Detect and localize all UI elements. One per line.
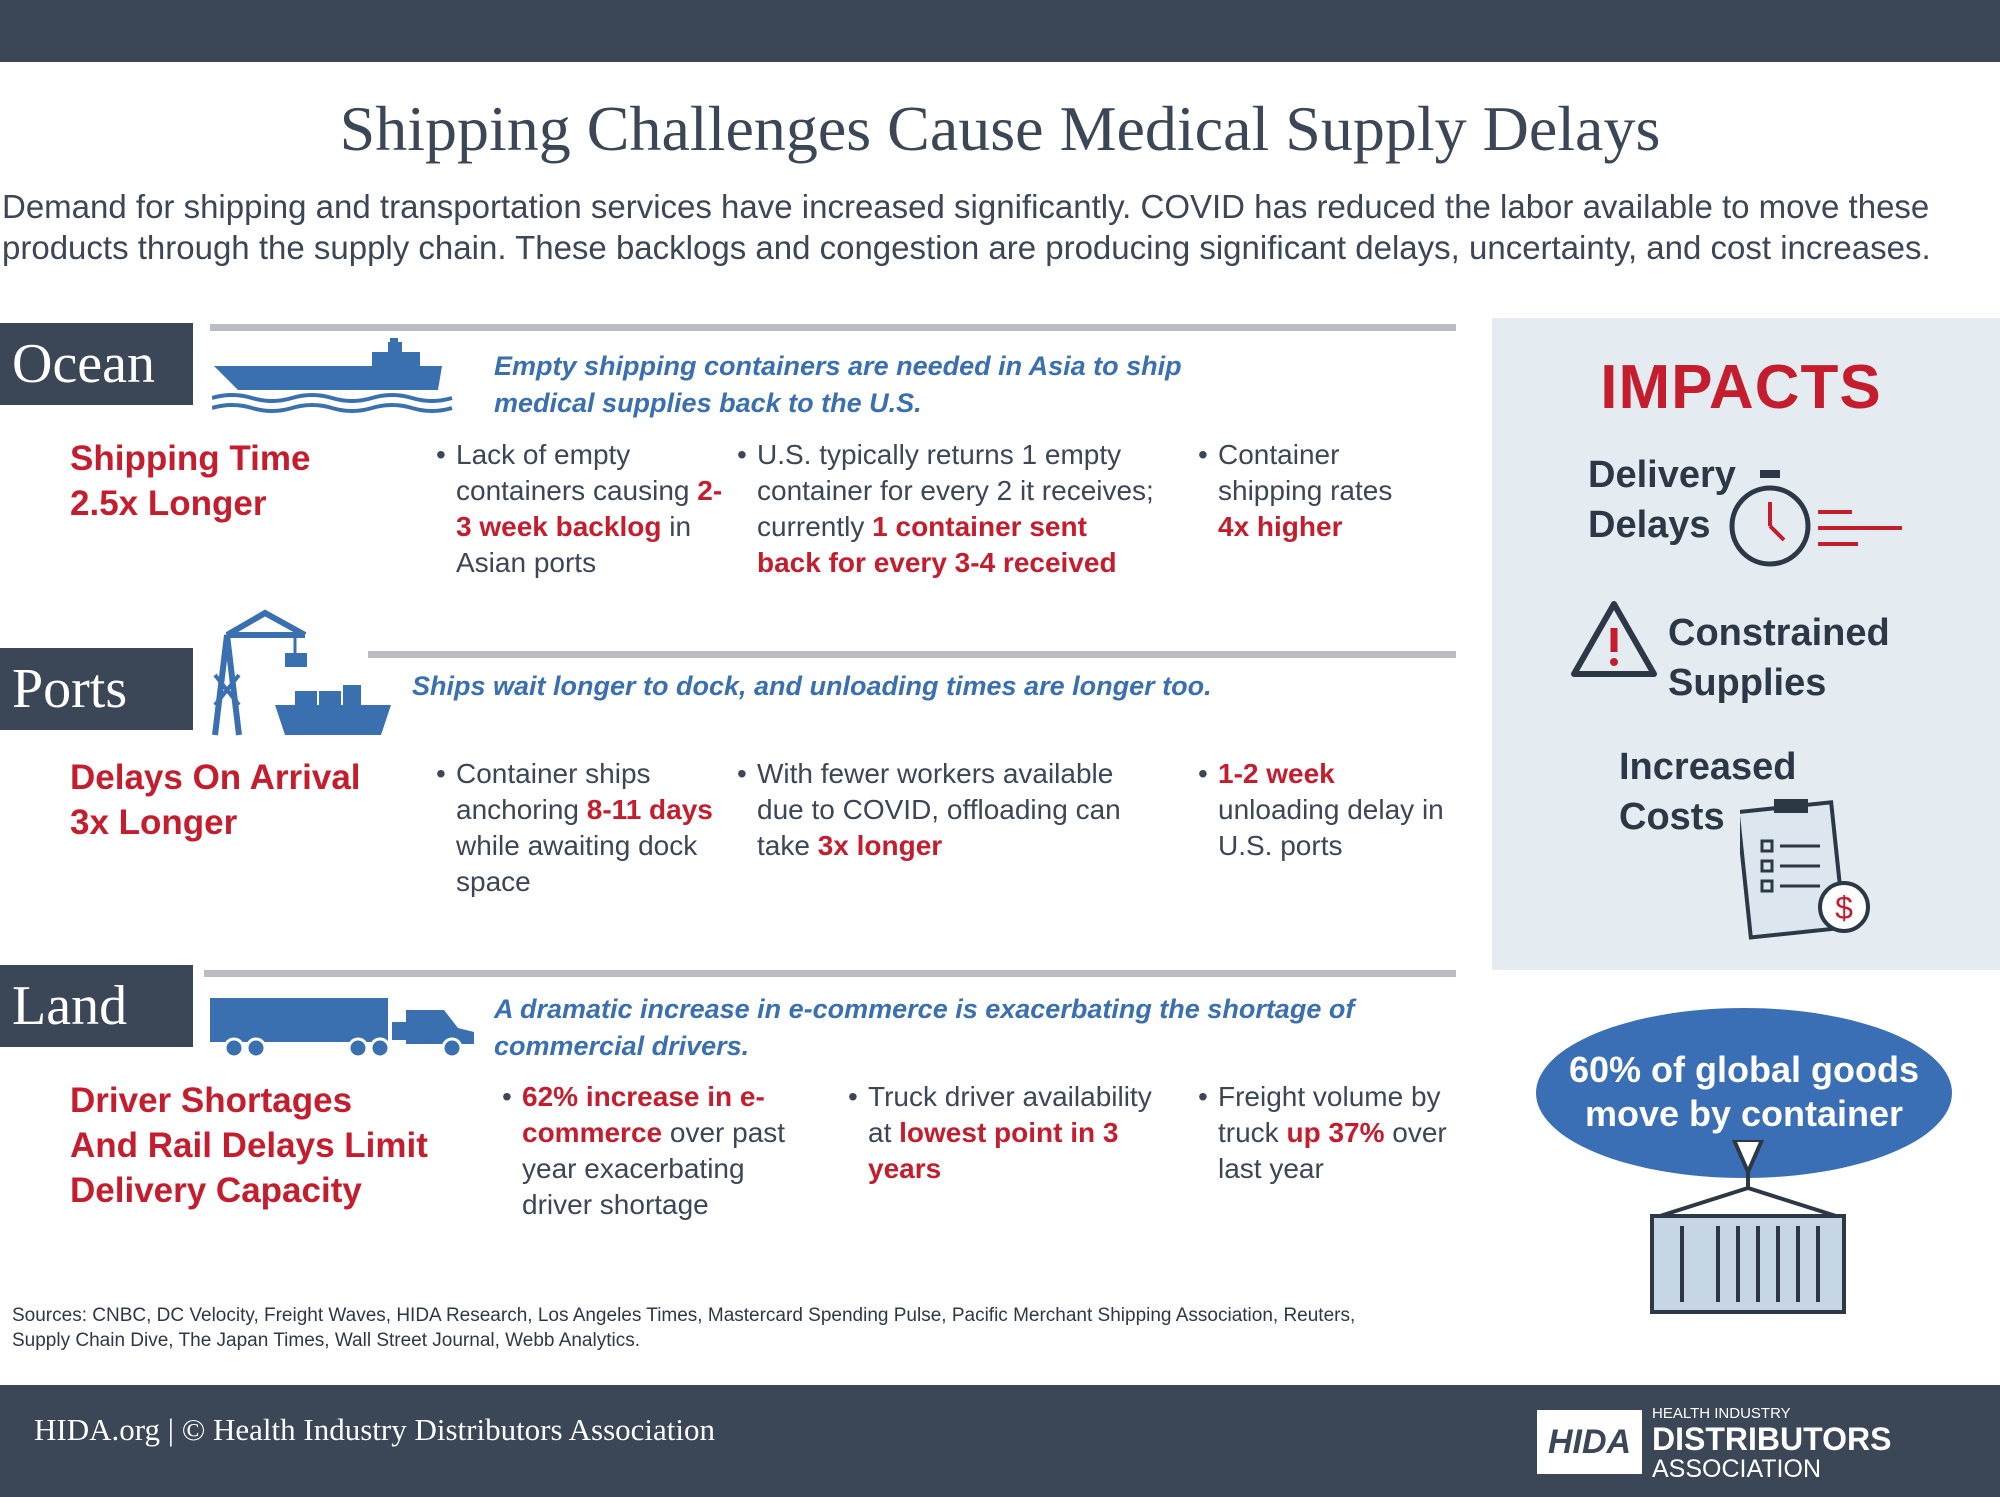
increased-costs-label: Increased Costs [1619,746,1797,838]
ports-headline-line1: Delays On Arrival [70,758,361,797]
svg-text:$: $ [1835,890,1853,926]
hida-logo-mark: HIDA [1537,1410,1642,1474]
land-headline-line3: Delivery Capacity [70,1171,362,1210]
ports-headline-line2: 3x Longer [70,803,238,842]
delivery-delays-label: Delivery Delays [1588,454,1736,546]
ocean-bullet-2: • U.S. typically returns 1 empty containe… [737,439,1154,578]
ocean-headline: Shipping Time 2.5x Longer [70,436,430,526]
impacts-title: IMPACTS [1600,353,1882,422]
clipboard-costs-icon: $ [1740,799,1870,940]
truck-icon [210,998,474,1059]
land-bullet-1: • 62% increase in e-commerce over past ye… [502,1081,786,1220]
land-tagline: A dramatic increase in e-commerce is exa… [494,994,1355,1061]
ship-icon [212,338,453,413]
land-bullet-3: • Freight volume by truck up 37% over las… [1198,1081,1447,1184]
ocean-tagline: Empty shipping containers are needed in … [494,351,1182,418]
land-headline-line1: Driver Shortages [70,1081,353,1120]
shipping-container-icon [1650,1140,1846,1314]
ports-rule [368,651,1456,658]
ocean-bullet-1: • Lack of empty containers causing 2-3 we… [436,439,723,578]
ports-tagline: Ships wait longer to dock, and unloading… [412,671,1212,701]
container-callout-line2: move by container [1584,1093,1904,1134]
ocean-headline-line2: 2.5x Longer [70,484,267,523]
page-title: Shipping Challenges Cause Medical Supply… [339,93,1661,164]
constrained-supplies-label: Constrained Supplies [1668,612,1890,704]
footer-bar [0,1385,2000,1497]
ocean-rule [210,324,1456,331]
hida-logo-text: HEALTH INDUSTRY DISTRIBUTORS ASSOCIATION [1652,1405,1892,1483]
intro-text: Demand for shipping and transportation s… [2,188,1931,266]
ports-bullet-1: • Container ships anchoring 8-11 days whi… [436,758,713,897]
ports-bullet-3: • 1-2 week unloading delay in U.S. ports [1198,758,1444,861]
ocean-headline-line1: Shipping Time [70,439,311,478]
land-tab: Land [0,965,193,1047]
land-headline: Driver Shortages And Rail Delays Limit D… [70,1078,470,1213]
land-headline-line2: And Rail Delays Limit [70,1126,428,1165]
ocean-bullet-3: • Container shipping rates 4x higher [1198,439,1393,542]
ports-bullet-2: • With fewer workers available due to COV… [737,758,1121,861]
container-callout-line1: 60% of global goods [1568,1049,1919,1090]
sources-text: Sources: CNBC, DC Velocity, Freight Wave… [12,1305,1356,1351]
port-crane-icon [212,609,391,736]
stopwatch-icon [1729,470,1902,567]
land-rule [204,970,1456,977]
top-bar [0,0,2000,62]
ocean-tab: Ocean [0,323,193,405]
footer-copyright: HIDA.org | © Health Industry Distributor… [34,1412,715,1447]
ports-headline: Delays On Arrival 3x Longer [70,755,430,845]
ports-tab: Ports [0,648,193,730]
warning-icon [1571,601,1657,677]
land-bullet-2: • Truck driver availability at lowest poi… [848,1081,1152,1184]
